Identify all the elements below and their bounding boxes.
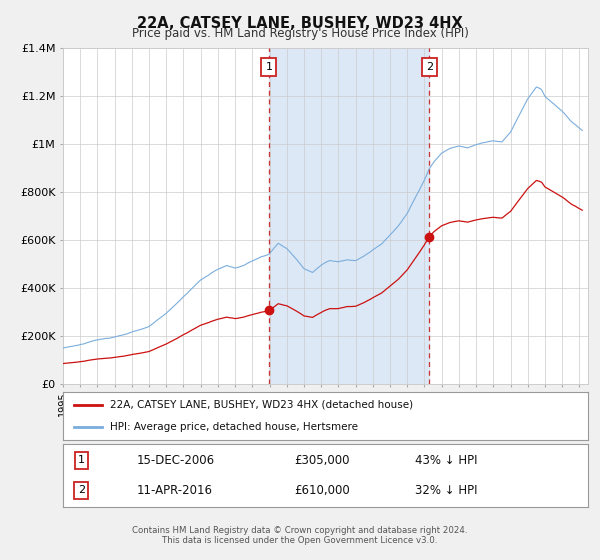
Text: This data is licensed under the Open Government Licence v3.0.: This data is licensed under the Open Gov…	[163, 536, 437, 545]
Text: 22A, CATSEY LANE, BUSHEY, WD23 4HX (detached house): 22A, CATSEY LANE, BUSHEY, WD23 4HX (deta…	[110, 400, 413, 410]
Text: 11-APR-2016: 11-APR-2016	[137, 484, 212, 497]
Text: 22A, CATSEY LANE, BUSHEY, WD23 4HX: 22A, CATSEY LANE, BUSHEY, WD23 4HX	[137, 16, 463, 31]
Text: 1: 1	[78, 455, 85, 465]
Text: 43% ↓ HPI: 43% ↓ HPI	[415, 454, 477, 467]
Text: 2: 2	[426, 62, 433, 72]
Text: 2: 2	[78, 486, 85, 496]
Text: £610,000: £610,000	[294, 484, 350, 497]
Text: 32% ↓ HPI: 32% ↓ HPI	[415, 484, 477, 497]
Text: Contains HM Land Registry data © Crown copyright and database right 2024.: Contains HM Land Registry data © Crown c…	[132, 526, 468, 535]
Text: 15-DEC-2006: 15-DEC-2006	[137, 454, 215, 467]
Bar	[269, 48, 429, 384]
Text: Price paid vs. HM Land Registry's House Price Index (HPI): Price paid vs. HM Land Registry's House …	[131, 27, 469, 40]
Text: HPI: Average price, detached house, Hertsmere: HPI: Average price, detached house, Hert…	[110, 422, 358, 432]
Text: £305,000: £305,000	[294, 454, 349, 467]
Text: 1: 1	[265, 62, 272, 72]
